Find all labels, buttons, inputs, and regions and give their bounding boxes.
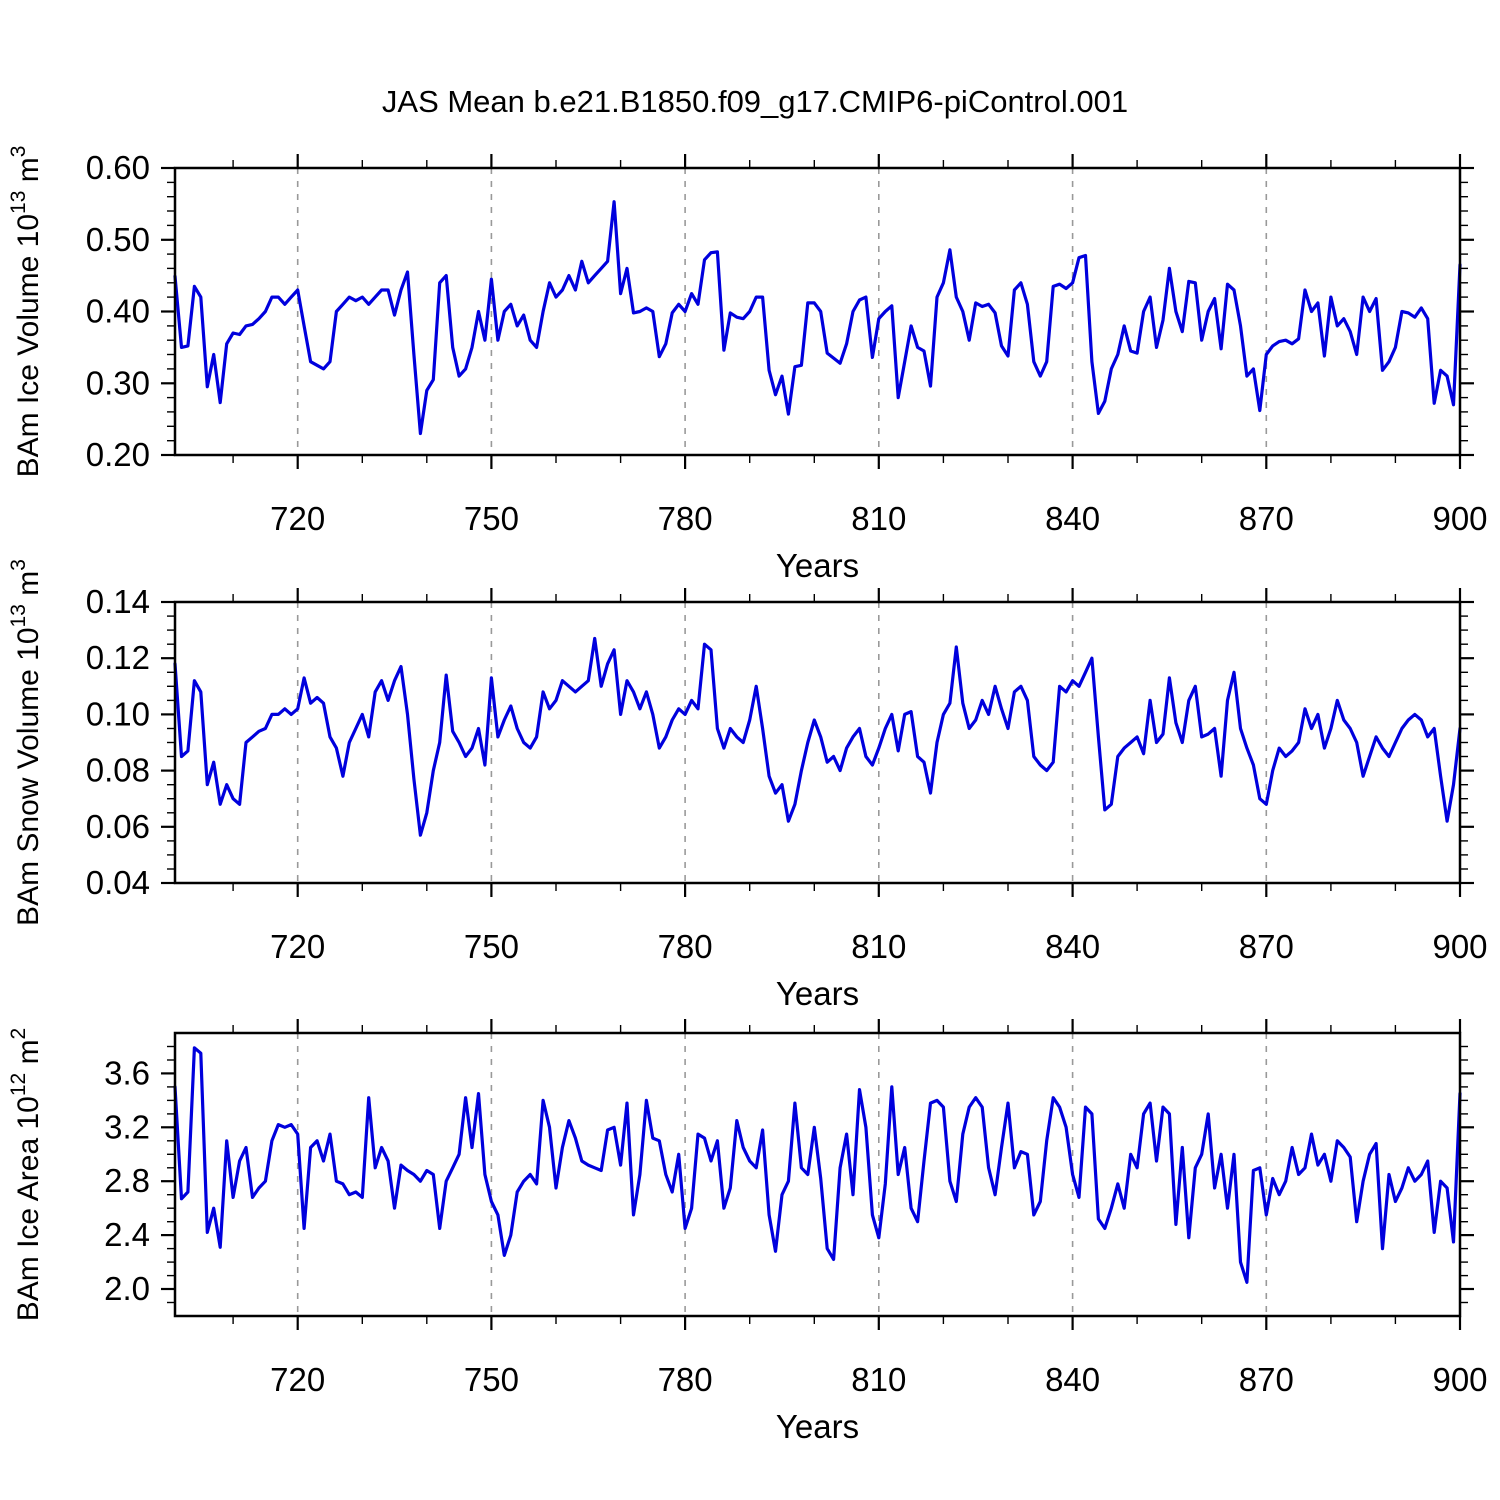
x-tick-label: 870 (1239, 928, 1294, 965)
y-tick-label: 0.20 (86, 436, 150, 473)
x-tick-label: 900 (1432, 928, 1487, 965)
x-axis-label-years-top: Years (776, 547, 859, 584)
y-tick-label: 0.12 (86, 639, 150, 676)
y-tick-label: 3.6 (104, 1054, 150, 1091)
x-tick-label: 750 (464, 500, 519, 537)
x-tick-label: 840 (1045, 500, 1100, 537)
y-tick-label: 3.2 (104, 1108, 150, 1145)
y-tick-label: 0.50 (86, 221, 150, 258)
x-tick-label: 870 (1239, 1361, 1294, 1398)
y-tick-label: 0.60 (86, 149, 150, 186)
x-axis-label-years-middle: Years (776, 975, 859, 1012)
y-tick-label: 0.04 (86, 864, 150, 901)
data-line (173, 200, 1462, 436)
x-tick-label: 900 (1432, 1361, 1487, 1398)
x-tick-label: 840 (1045, 928, 1100, 965)
x-tick-label: 780 (658, 500, 713, 537)
panel-snow-volume: 720 750 780 810 840 870 900 0.04 0.06 0.08 0.10 0.1… (7, 559, 1488, 1012)
y-tick-label: 2.4 (104, 1216, 150, 1253)
x-tick-label: 840 (1045, 1361, 1100, 1398)
y-tick-label: 0.30 (86, 364, 150, 401)
x-tick-label: 720 (270, 928, 325, 965)
y-tick-label: 0.40 (86, 293, 150, 330)
panel-ice-volume: 720 750 780 810 840 870 900 0.20 0.30 0.40 0.50 0.6… (7, 146, 1488, 584)
x-tick-label: 810 (851, 1361, 906, 1398)
x-tick-label: 750 (464, 1361, 519, 1398)
y-axis-label-ice-volume: BAm Ice Volume 1013 m3 (7, 146, 45, 478)
plot-frame (173, 1031, 1462, 1318)
x-tick-label: 780 (658, 1361, 713, 1398)
y-axis-label-snow-volume: BAm Snow Volume 1013 m3 (7, 559, 45, 926)
x-tick-label: 870 (1239, 500, 1294, 537)
y-tick-label: 2.0 (104, 1270, 150, 1307)
x-tick-label: 750 (464, 928, 519, 965)
y-tick-label: 2.8 (104, 1162, 150, 1199)
x-tick-label: 810 (851, 500, 906, 537)
y-axis-label-ice-area: BAm Ice Area 1012 m2 (7, 1028, 45, 1322)
data-line (173, 636, 1462, 837)
x-tick-label: 720 (270, 500, 325, 537)
x-tick-label: 720 (270, 1361, 325, 1398)
plot-area-ice-area: 720 750 780 810 840 870 900 2.0 2.4 2.8 3.2 3.6 (104, 1019, 1488, 1398)
y-tick-label: 0.06 (86, 808, 150, 845)
y-tick-label: 0.10 (86, 695, 150, 732)
plot-frame (173, 600, 1462, 885)
x-tick-label: 900 (1432, 500, 1487, 537)
data-line (173, 1046, 1462, 1284)
plot-area-snow-volume: 720 750 780 810 840 870 900 0.04 0.06 0.08 0.10 0.1… (86, 583, 1488, 965)
y-tick-label: 0.08 (86, 752, 150, 789)
x-tick-label: 780 (658, 928, 713, 965)
x-tick-label: 810 (851, 928, 906, 965)
y-tick-label: 0.14 (86, 583, 150, 620)
panel-ice-area: 720 750 780 810 840 870 900 2.0 2.4 2.8 3.2 3.6 BAm… (7, 1019, 1488, 1445)
x-axis-label-years-bottom: Years (776, 1408, 859, 1445)
plot-frame (173, 166, 1462, 457)
plot-area-ice-volume: 720 750 780 810 840 870 900 0.20 0.30 0.40 0.50 0.6… (86, 149, 1488, 537)
figure-title: JAS Mean b.e21.B1850.f09_g17.CMIP6-piCon… (382, 84, 1128, 119)
